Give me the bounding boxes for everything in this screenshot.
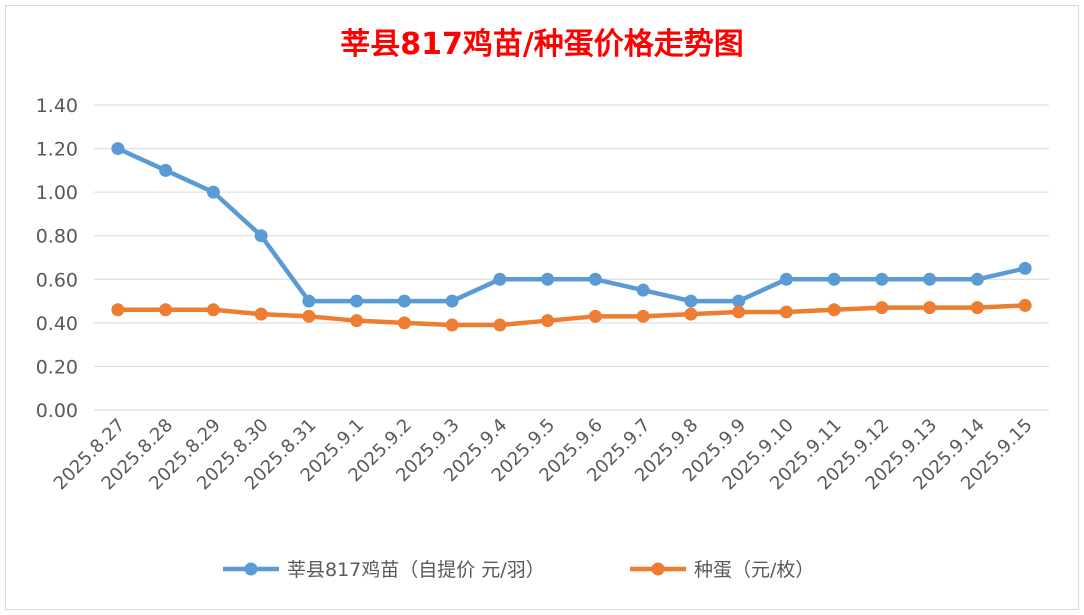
data-point [302, 294, 316, 308]
y-tick-label: 1.00 [36, 182, 78, 204]
data-point [1018, 261, 1032, 275]
y-tick-label: 0.60 [36, 269, 78, 291]
data-point [206, 303, 220, 317]
data-point [302, 309, 316, 323]
y-tick-label: 1.40 [36, 95, 78, 117]
data-point [254, 307, 268, 321]
data-point [159, 303, 173, 317]
series-line [115, 146, 1028, 304]
data-point [254, 229, 268, 243]
data-point [636, 283, 650, 297]
data-point [827, 272, 841, 286]
data-point [684, 307, 698, 321]
data-point [732, 294, 746, 308]
y-tick-label: 1.20 [36, 139, 78, 161]
data-point [875, 272, 889, 286]
y-tick-label: 0.20 [36, 356, 78, 378]
data-point [493, 318, 507, 332]
data-point [636, 309, 650, 323]
x-axis-ticks: 2025.8.272025.8.282025.8.292025.8.302025… [50, 415, 1037, 495]
data-point [684, 294, 698, 308]
legend-label: 种蛋（元/枚） [694, 559, 814, 581]
data-point [923, 301, 937, 315]
data-point [923, 272, 937, 286]
data-point [827, 303, 841, 317]
series-line [115, 303, 1028, 328]
data-point [541, 272, 555, 286]
data-point [111, 303, 125, 317]
data-point [445, 294, 459, 308]
series-2 [111, 298, 1032, 332]
chart-title: 莘县817鸡苗/种蛋价格走势图 [340, 27, 744, 62]
data-point [588, 272, 602, 286]
y-tick-label: 0.40 [36, 313, 78, 335]
legend-item: 莘县817鸡苗（自提价 元/羽） [223, 559, 545, 581]
data-point [350, 314, 364, 328]
line-chart: 莘县817鸡苗/种蛋价格走势图 0.00 0.20 0.40 0.60 0.80 1.00… [36, 27, 1049, 581]
data-point [541, 314, 555, 328]
data-point [970, 272, 984, 286]
data-point [111, 142, 125, 156]
y-axis-ticks: 0.00 0.20 0.40 0.60 0.80 1.00 1.20 1.40 [36, 95, 78, 422]
data-point [779, 305, 793, 319]
data-point [350, 294, 364, 308]
y-tick-label: 0.80 [36, 226, 78, 248]
data-point [397, 316, 411, 330]
legend-label: 莘县817鸡苗（自提价 元/羽） [287, 559, 545, 581]
data-point [206, 185, 220, 199]
legend: 莘县817鸡苗（自提价 元/羽） 种蛋（元/枚） [223, 559, 814, 581]
data-point [159, 163, 173, 177]
series-lines [111, 142, 1032, 332]
legend-swatch-marker [651, 562, 665, 576]
y-tick-label: 0.00 [36, 400, 78, 422]
series-1 [111, 142, 1032, 308]
data-point [588, 309, 602, 323]
chart-frame: 莘县817鸡苗/种蛋价格走势图 0.00 0.20 0.40 0.60 0.80 1.00… [5, 5, 1079, 610]
legend-item: 种蛋（元/枚） [630, 559, 814, 581]
data-point [493, 272, 507, 286]
legend-swatch-marker [244, 562, 258, 576]
data-point [875, 301, 889, 315]
data-point [779, 272, 793, 286]
data-point [732, 305, 746, 319]
data-point [445, 318, 459, 332]
data-point [397, 294, 411, 308]
data-point [970, 301, 984, 315]
gridlines [94, 104, 1049, 411]
data-point [1018, 298, 1032, 312]
